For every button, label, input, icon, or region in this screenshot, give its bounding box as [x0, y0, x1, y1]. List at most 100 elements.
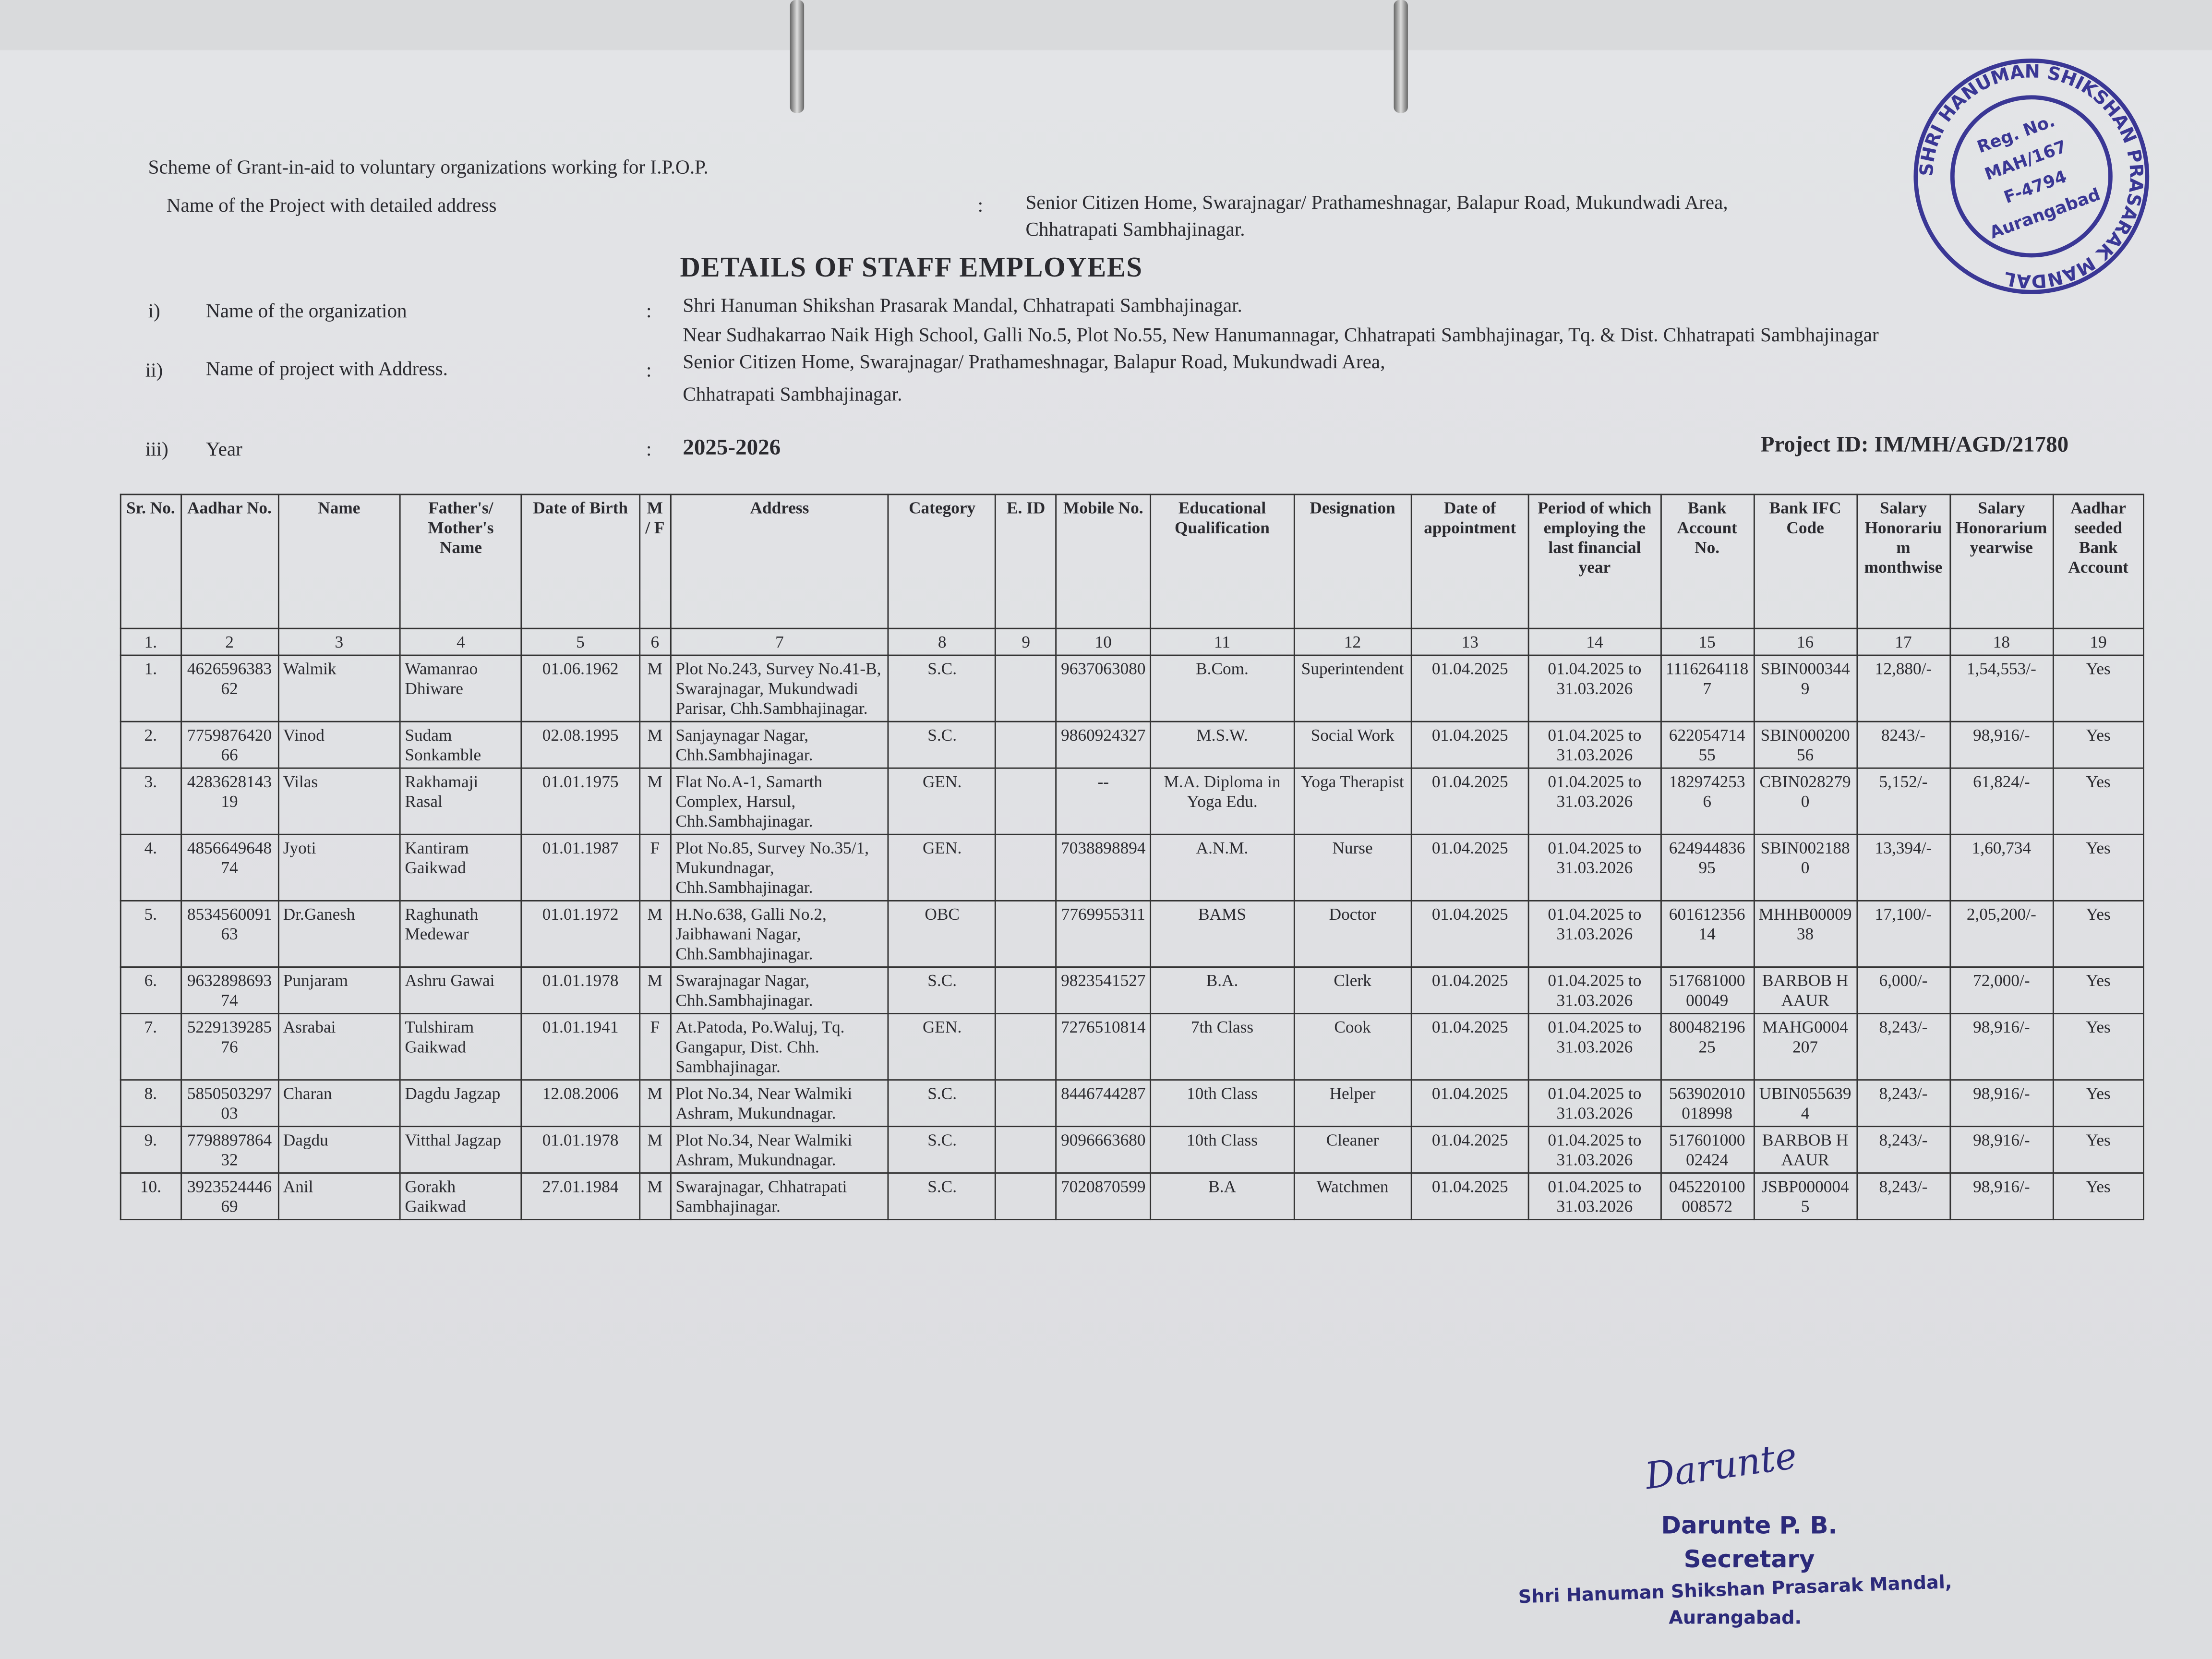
column-header: Father's/ Mother's Name	[399, 493, 523, 629]
cell: M	[638, 654, 672, 722]
binder-ring	[790, 0, 805, 113]
cell: Yes	[2052, 1013, 2144, 1081]
cell: 01.04.2025	[1410, 654, 1530, 722]
column-number: 10	[1055, 627, 1152, 656]
cell	[995, 1126, 1057, 1174]
cell: 7769955311	[1055, 900, 1152, 968]
cell: 7020870599	[1055, 1172, 1152, 1221]
stamp: SHRI HANUMAN SHIKSHAN PRASARAK MANDAL Re…	[1913, 58, 2150, 294]
cell: S.C.	[888, 1079, 997, 1128]
field-value: Chhatrapati Sambhajinagar.	[683, 385, 902, 407]
cell: 12.08.2006	[521, 1079, 640, 1128]
cell: Dr.Ganesh	[277, 900, 401, 968]
cell: Sudam Sonkamble	[399, 721, 523, 769]
column-header: Date of appointment	[1410, 493, 1530, 629]
cell: 01.01.1941	[521, 1013, 640, 1081]
cell: 963289869374	[180, 966, 279, 1014]
cell: 01.04.2025	[1410, 966, 1530, 1014]
separator: :	[646, 361, 652, 383]
separator: :	[977, 196, 984, 217]
cell: Yes	[2052, 721, 2144, 769]
cell: 51768100000049	[1659, 966, 1755, 1014]
column-header: Designation	[1293, 493, 1412, 629]
cell: S.C.	[888, 654, 997, 722]
field-label: Year	[206, 440, 242, 461]
cell: --	[1055, 767, 1152, 835]
cell: Rakhamaji Rasal	[399, 767, 523, 835]
cell: 8446744287	[1055, 1079, 1152, 1128]
cell: 01.01.1987	[521, 833, 640, 902]
column-number: 9	[995, 627, 1057, 656]
cell: GEN.	[888, 1013, 997, 1081]
cell: 8243/-	[1856, 721, 1951, 769]
field-num: ii)	[145, 361, 163, 383]
cell: M	[638, 900, 672, 968]
column-number: 15	[1659, 627, 1755, 656]
cell: 6,000/-	[1856, 966, 1951, 1014]
column-number: 4	[399, 627, 523, 656]
cell: Yes	[2052, 654, 2144, 722]
cell: M	[638, 767, 672, 835]
cell: Dagdu Jagzap	[399, 1079, 523, 1128]
cell: 12,880/-	[1856, 654, 1951, 722]
cell: Yes	[2052, 833, 2144, 902]
cell	[995, 900, 1057, 968]
column-number: 14	[1528, 627, 1661, 656]
cell: 1829742536	[1659, 767, 1755, 835]
column-number: 2	[180, 627, 279, 656]
cell: 61,824/-	[1949, 767, 2054, 835]
cell: Anil	[277, 1172, 401, 1221]
signatory-org: Shri Hanuman Shikshan Prasarak Mandal,	[1518, 1572, 1953, 1609]
cell: 01.04.2025 to 31.03.2026	[1528, 1126, 1661, 1174]
cell	[995, 1172, 1057, 1221]
cell: GEN.	[888, 833, 997, 902]
field-value: Near Sudhakarrao Naik High School, Galli…	[683, 325, 1879, 347]
cell: UBIN0556394	[1753, 1079, 1858, 1128]
staff-row: 2. 775987642066 Vinod Sudam Sonkamble 02.08.…	[120, 721, 2144, 769]
header-row: Sr. No. Aadhar No. Name Father's/ Mother's …	[120, 493, 2144, 629]
cell: 01.04.2025	[1410, 767, 1530, 835]
cell: 10.	[120, 1172, 182, 1221]
cell: 01.01.1975	[521, 767, 640, 835]
field-num: iii)	[145, 440, 168, 461]
column-number: 19	[2052, 627, 2144, 656]
cell: 01.04.2025	[1410, 1079, 1530, 1128]
cell: 02.08.1995	[521, 721, 640, 769]
cell: 98,916/-	[1949, 1079, 2054, 1128]
cell: B.A.	[1150, 966, 1295, 1014]
cell: SBIN00020056	[1753, 721, 1858, 769]
signature-mark: Darunte	[1642, 1435, 1800, 1499]
staff-row: 1. 462659638362 Walmik Wamanrao Dhiware 01.0…	[120, 654, 2144, 722]
cell: 1.	[120, 654, 182, 722]
cell: 563902010018998	[1659, 1079, 1755, 1128]
field-label: Name of the organization	[206, 301, 407, 323]
cell: Plot No.34, Near Walmiki Ashram, Mukundn…	[670, 1126, 890, 1174]
cell: 98,916/-	[1949, 1126, 2054, 1174]
cell: 72,000/-	[1949, 966, 2054, 1014]
cell: Dagdu	[277, 1126, 401, 1174]
cell: 8,243/-	[1856, 1079, 1951, 1128]
staff-row: 3. 428362814319 Vilas Rakhamaji Rasal 01.01.…	[120, 767, 2144, 835]
cell: Social Work	[1293, 721, 1412, 769]
separator: :	[646, 440, 652, 461]
cell: 01.04.2025	[1410, 1013, 1530, 1081]
cell: JSBP0000045	[1753, 1172, 1858, 1221]
cell: BAMS	[1150, 900, 1295, 968]
staff-table: Sr. No. Aadhar No. Name Father's/ Mother's …	[120, 493, 2144, 1221]
cell: 462659638362	[180, 654, 279, 722]
cell: Yes	[2052, 900, 2144, 968]
cell: Plot No.85, Survey No.35/1, Mukundnagar,…	[670, 833, 890, 902]
cell: Clerk	[1293, 966, 1412, 1014]
cell: Yoga Therapist	[1293, 767, 1412, 835]
column-number: 5	[521, 627, 640, 656]
binder-ring	[1394, 0, 1408, 113]
column-header: Date of Birth	[521, 493, 640, 629]
column-header: Address	[670, 493, 890, 629]
cell: Yes	[2052, 1079, 2144, 1128]
column-header: Salary Honorarium monthwise	[1856, 493, 1951, 629]
scheme: Scheme of Grant-in-aid to voluntary orga…	[148, 158, 709, 180]
cell: 045220100008572	[1659, 1172, 1755, 1221]
cell: MAHG0004207	[1753, 1013, 1858, 1081]
cell: 13,394/-	[1856, 833, 1951, 902]
cell: Wamanrao Dhiware	[399, 654, 523, 722]
